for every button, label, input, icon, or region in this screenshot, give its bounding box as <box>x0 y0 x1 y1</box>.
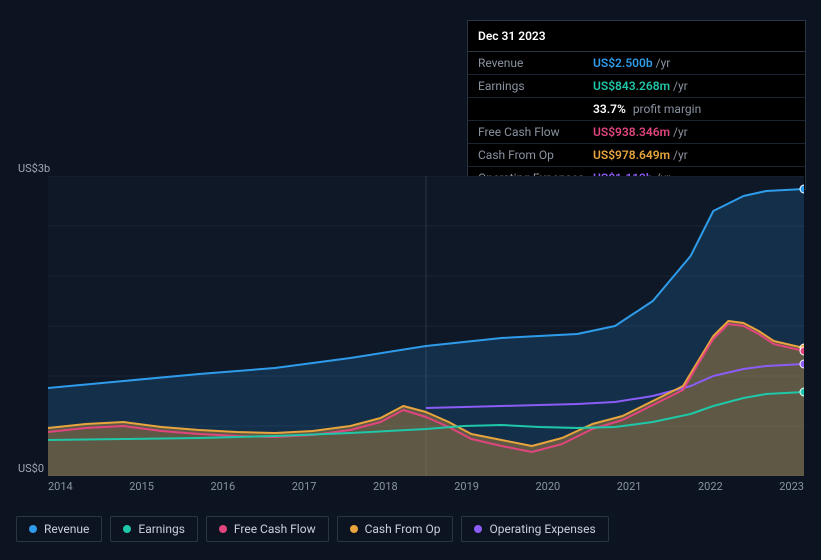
tooltip-submetric-value: 33.7% <box>593 102 626 116</box>
x-axis-label: 2023 <box>779 480 804 493</box>
x-axis-label: 2020 <box>536 480 561 493</box>
x-axis-label: 2019 <box>454 480 479 493</box>
tooltip-metric-value: US$938.346m <box>593 125 670 139</box>
x-axis-label: 2014 <box>48 480 73 493</box>
x-axis-label: 2018 <box>373 480 398 493</box>
tooltip-unit: /yr <box>673 125 688 139</box>
x-axis: 2014 2015 2016 2017 2018 2019 2020 2021 2022 2023 <box>48 480 804 493</box>
tooltip-metric-value: US$978.649m <box>593 148 670 162</box>
x-axis-label: 2015 <box>129 480 154 493</box>
tooltip-date: Dec 31 2023 <box>468 21 805 52</box>
legend-dot <box>350 525 358 533</box>
legend-label: Free Cash Flow <box>234 522 316 536</box>
tooltip-unit: /yr <box>673 79 688 93</box>
legend-item-revenue[interactable]: Revenue <box>16 516 102 542</box>
x-axis-label: 2017 <box>292 480 317 493</box>
tooltip-metric-value: US$2.500b <box>593 56 653 70</box>
data-tooltip: Dec 31 2023 RevenueUS$2.500b/yrEarningsU… <box>467 20 806 190</box>
legend-dot <box>123 525 131 533</box>
chart-plot-area <box>48 176 804 476</box>
tooltip-metric-label: Cash From Op <box>478 148 593 162</box>
tooltip-submetric-label: profit margin <box>630 102 701 116</box>
legend-label: Earnings <box>138 522 185 536</box>
y-axis-label-top: US$3b <box>18 162 50 175</box>
chart-legend: Revenue Earnings Free Cash Flow Cash From O… <box>16 516 609 542</box>
legend-label: Revenue <box>44 522 89 536</box>
tooltip-metric-label: Free Cash Flow <box>478 125 593 139</box>
tooltip-row: Cash From OpUS$978.649m/yr <box>468 144 805 167</box>
tooltip-unit: /yr <box>656 56 671 70</box>
legend-dot <box>219 525 227 533</box>
x-axis-label: 2021 <box>617 480 642 493</box>
tooltip-row: Free Cash FlowUS$938.346m/yr <box>468 121 805 144</box>
tooltip-metric-label: Revenue <box>478 56 593 70</box>
legend-item-earnings[interactable]: Earnings <box>110 516 198 542</box>
legend-item-operating-expenses[interactable]: Operating Expenses <box>461 516 608 542</box>
legend-item-cash-from-op[interactable]: Cash From Op <box>337 516 454 542</box>
area-chart <box>48 176 804 476</box>
x-axis-label: 2016 <box>211 480 236 493</box>
legend-dot <box>29 525 37 533</box>
tooltip-metric-label: Earnings <box>478 79 593 93</box>
y-axis-label-bottom: US$0 <box>18 462 44 475</box>
legend-dot <box>474 525 482 533</box>
legend-label: Cash From Op <box>365 522 441 536</box>
tooltip-metric-value: US$843.268m <box>593 79 670 93</box>
tooltip-unit: /yr <box>673 148 688 162</box>
tooltip-row: EarningsUS$843.268m/yr <box>468 75 805 98</box>
tooltip-row: RevenueUS$2.500b/yr <box>468 52 805 75</box>
x-axis-label: 2022 <box>698 480 723 493</box>
legend-item-free-cash-flow[interactable]: Free Cash Flow <box>206 516 329 542</box>
legend-label: Operating Expenses <box>489 522 595 536</box>
tooltip-subrow: 33.7% profit margin <box>468 98 805 121</box>
